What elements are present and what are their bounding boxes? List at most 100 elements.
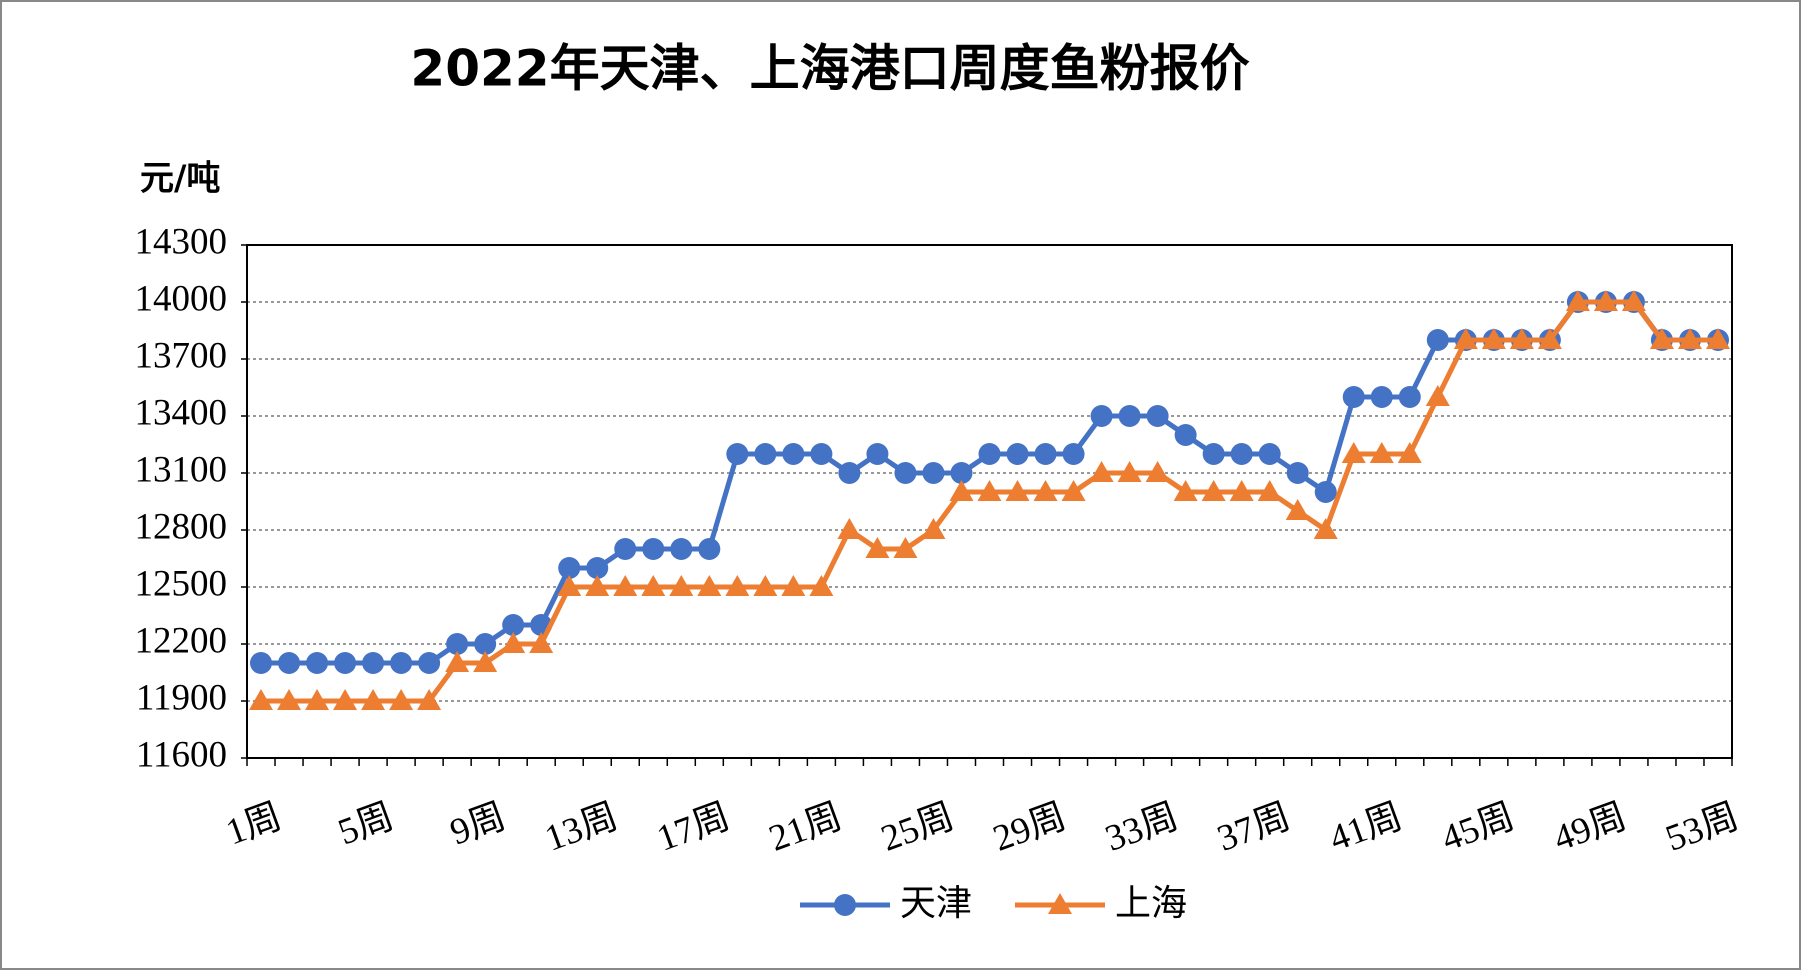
data-point [698,538,721,560]
data-point [1621,290,1646,311]
chart-title: 2022年天津、上海港口周度鱼粉报价 [410,40,1249,98]
data-point [697,575,722,596]
data-point [977,480,1002,501]
data-point [389,689,414,710]
data-point [1481,328,1506,349]
data-point [1425,385,1450,406]
y-tick-label: 13100 [135,449,228,490]
data-point [1229,480,1254,501]
y-tick-label: 11900 [136,677,227,718]
y-tick-label: 13700 [135,335,228,376]
y-tick-label: 13400 [135,392,228,433]
y-tick-label: 14300 [135,221,228,262]
data-point [1593,290,1618,311]
data-point [277,689,302,710]
y-axis-label: 元/吨 [140,159,220,199]
data-point [305,689,330,710]
data-point [838,462,861,484]
data-point [1173,480,1198,501]
data-point [614,538,637,560]
data-point [306,652,329,674]
data-point [558,557,581,579]
data-point [1061,480,1086,501]
data-point [641,575,666,596]
data-point [418,652,441,674]
data-point [586,557,609,579]
data-point [446,633,469,655]
data-point [922,462,945,484]
data-point [1089,461,1114,482]
data-point [1286,462,1309,484]
data-point [613,575,638,596]
data-point [362,652,385,674]
data-point [978,443,1001,465]
data-point [1397,442,1422,463]
data-point [1230,443,1253,465]
plot-frame [246,244,1733,759]
data-point [1006,443,1029,465]
data-point [1257,480,1282,501]
data-point [1537,328,1562,349]
y-tick-label: 12500 [135,563,228,604]
data-point [866,443,889,465]
data-point [502,614,525,636]
data-point [1062,443,1085,465]
data-point [1398,386,1421,408]
data-point [642,538,665,560]
data-point [1285,499,1310,520]
data-point [1370,386,1393,408]
data-point [1509,328,1534,349]
data-point [670,538,693,560]
data-point [1202,443,1225,465]
data-point [754,443,777,465]
y-tick-label: 12800 [135,506,228,547]
y-tick-label: 11600 [136,734,227,775]
legend-marker [834,894,856,916]
data-point [278,652,301,674]
data-point [865,537,890,558]
data-point [585,575,610,596]
data-point [1005,480,1030,501]
y-tick-label: 14000 [135,278,228,319]
data-point [1117,461,1142,482]
data-point [726,443,749,465]
data-point [557,575,582,596]
data-point [810,443,833,465]
data-point [1090,405,1113,427]
y-tick-label: 12200 [135,620,228,661]
data-point [1313,518,1338,539]
data-point [781,575,806,596]
data-point [333,689,358,710]
data-point [474,633,497,655]
data-point [249,689,274,710]
data-point [361,689,386,710]
data-point [1034,443,1057,465]
data-point [921,518,946,539]
data-point [893,537,918,558]
data-point [1369,442,1394,463]
data-point [1258,443,1281,465]
data-point [669,575,694,596]
data-point [809,575,834,596]
data-point [1565,290,1590,311]
data-point [950,462,973,484]
data-point [1146,405,1169,427]
data-point [1341,442,1366,463]
data-point [501,632,526,653]
data-point [529,632,554,653]
data-point [725,575,750,596]
data-point [250,652,273,674]
legend-marker [1048,893,1072,914]
data-point [1453,328,1478,349]
data-point [1677,328,1702,349]
data-point [949,480,974,501]
legend-label: 上海 [1115,883,1187,924]
data-point [1426,329,1449,351]
data-point [837,518,862,539]
data-point [417,689,442,710]
data-point [1174,424,1197,446]
data-point [753,575,778,596]
legend-label: 天津 [900,883,972,924]
